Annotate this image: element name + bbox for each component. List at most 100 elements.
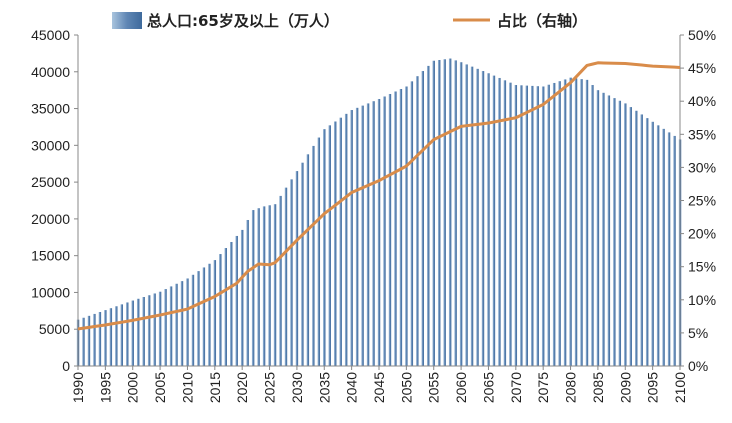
bar-2077 (552, 82, 556, 367)
legend-bar-label: 总人口:65岁及以上（万人） (147, 12, 339, 30)
right-tick-label: 20% (688, 226, 716, 242)
right-axis-ticks: 0% 5% 10% 15% 20% 25% 30% 35% 40% 45% 50% (680, 27, 716, 374)
bar-2049 (399, 88, 403, 367)
bar-2035 (323, 129, 326, 366)
bar-2015 (213, 260, 217, 366)
bar-2079 (563, 79, 567, 367)
x-tick-label: 2040 (344, 372, 360, 403)
bar-2002 (142, 297, 145, 366)
left-tick-label: 15000 (31, 248, 70, 264)
bar-2069 (509, 82, 512, 366)
bar-2086 (602, 92, 605, 366)
x-tick-label: 2015 (207, 372, 223, 403)
bar-2071 (520, 85, 523, 366)
right-tick-label: 15% (688, 259, 716, 275)
bar-2075 (541, 86, 545, 367)
x-tick-label: 2050 (398, 372, 414, 403)
bar-2023 (257, 208, 260, 366)
bar-2031 (301, 162, 304, 366)
bar-2030 (295, 171, 299, 366)
bar-2093 (640, 114, 643, 366)
bar-1997 (115, 306, 118, 366)
right-tick-label: 0% (688, 358, 708, 374)
bar-2019 (235, 235, 238, 366)
bar-1999 (126, 302, 129, 366)
bar-2083 (585, 79, 589, 367)
x-tick-label: 2070 (508, 372, 524, 403)
x-tick-label: 1995 (97, 372, 113, 403)
bar-2064 (481, 71, 485, 366)
bar-2097 (662, 128, 665, 366)
bar-2048 (394, 91, 397, 367)
left-tick-label: 45000 (31, 27, 70, 43)
bar-2072 (525, 85, 528, 367)
bar-2052 (416, 76, 419, 366)
x-tick-label: 2080 (563, 372, 579, 403)
bar-2084 (591, 85, 594, 367)
x-tick-label: 2095 (645, 372, 661, 403)
bar-1992 (87, 315, 91, 366)
x-tick-label: 2000 (125, 372, 141, 403)
left-tick-label: 10000 (31, 284, 70, 300)
bar-2065 (487, 73, 490, 366)
right-tick-label: 50% (688, 27, 716, 43)
right-tick-label: 35% (688, 126, 716, 142)
bar-2063 (476, 68, 479, 366)
bar-2067 (498, 77, 501, 367)
bar-2047 (388, 93, 392, 367)
x-tick-label: 2055 (426, 372, 442, 403)
ratio-line (77, 61, 681, 331)
bar-2058 (448, 58, 452, 366)
bar-2036 (328, 125, 331, 366)
bar-2045 (377, 98, 381, 367)
bar-1991 (82, 317, 85, 366)
x-tick-label: 2085 (590, 372, 606, 403)
bar-2037 (333, 121, 337, 366)
bar-2051 (410, 81, 414, 366)
bar-2053 (421, 71, 425, 366)
x-tick-label: 2090 (617, 372, 633, 403)
x-tick-label: 2065 (480, 372, 496, 403)
right-tick-label: 45% (688, 60, 716, 76)
bar-2028 (284, 187, 288, 366)
bar-1994 (98, 312, 102, 366)
bar-2008 (175, 283, 178, 366)
bar-2091 (629, 107, 632, 366)
right-tick-label: 30% (688, 159, 716, 175)
bar-2040 (350, 110, 353, 366)
legend: 总人口:65岁及以上（万人） 占比（右轴） (112, 12, 587, 30)
left-tick-label: 0 (62, 358, 70, 374)
bar-2080 (569, 77, 572, 366)
bar-2081 (574, 78, 578, 367)
bar-2074 (536, 86, 539, 366)
bar-1993 (93, 313, 96, 366)
bar-2094 (645, 118, 649, 367)
left-axis-ticks: 0 5000 10000 15000 20000 25000 30000 35000 40000… (31, 27, 78, 374)
bar-2046 (383, 96, 386, 367)
bar-2039 (344, 113, 348, 366)
bar-2006 (164, 289, 167, 366)
bar-2033 (312, 145, 315, 366)
bar-2024 (262, 206, 266, 366)
bar-2021 (246, 219, 249, 366)
left-tick-label: 30000 (31, 137, 70, 153)
x-tick-label: 2025 (262, 372, 278, 403)
bar-2044 (372, 101, 375, 366)
left-tick-label: 40000 (31, 64, 70, 80)
x-tick-label: 2075 (535, 372, 551, 403)
legend-line-label: 占比（右轴） (497, 12, 587, 30)
bar-2011 (191, 274, 195, 366)
bar-2038 (339, 117, 342, 367)
bar-2073 (531, 85, 534, 367)
bar-2034 (317, 137, 321, 366)
bar-2042 (361, 105, 364, 367)
bar-2096 (656, 125, 660, 366)
bar-2056 (437, 60, 441, 366)
bar-2092 (634, 110, 638, 366)
bar-2004 (153, 293, 156, 366)
bar-2014 (208, 263, 211, 366)
bar-2041 (355, 107, 359, 366)
bar-2059 (454, 60, 457, 366)
bar-2009 (180, 281, 184, 366)
